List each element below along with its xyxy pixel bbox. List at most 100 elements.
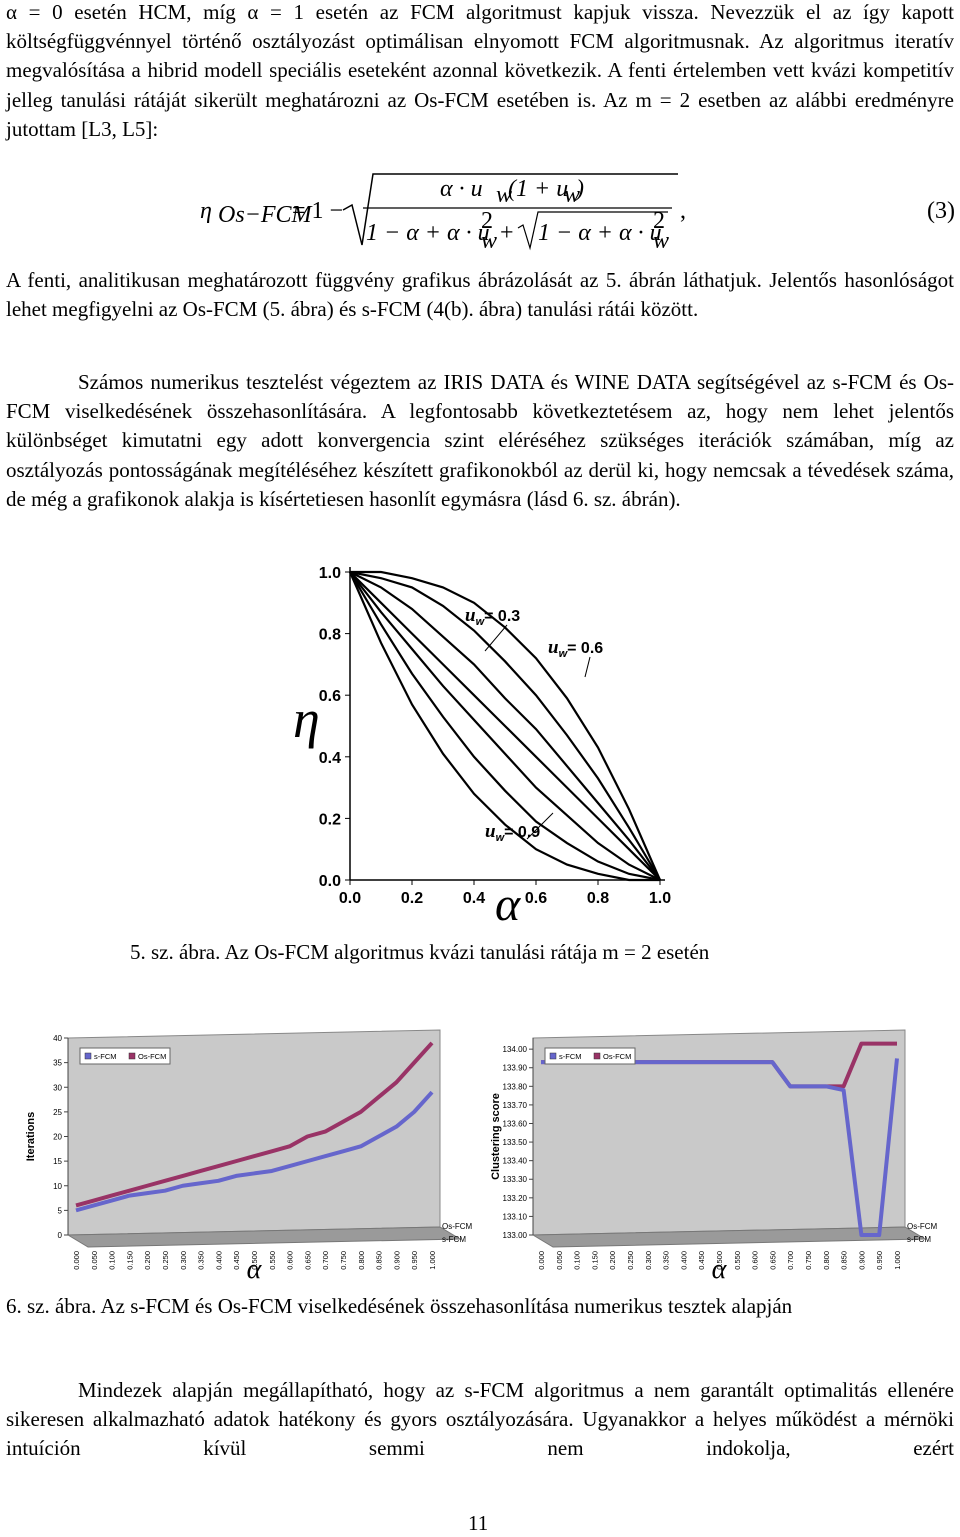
- x-tick-label: 0.400: [214, 1251, 223, 1270]
- x-tick-label: 1.000: [428, 1251, 437, 1270]
- annotation: uw= 0.9: [485, 821, 540, 844]
- x-tick-label: 0.000: [72, 1251, 81, 1270]
- legend-label: s-FCM: [559, 1052, 582, 1061]
- y-tick-label: 15: [53, 1157, 62, 1166]
- y-axis-label: Iterations: [25, 1112, 37, 1162]
- legend-label: s-FCM: [94, 1052, 117, 1061]
- x-tick-label: 0.900: [392, 1251, 401, 1270]
- x-tick-label: 0.200: [608, 1251, 617, 1270]
- x-axis-label: α: [712, 1254, 728, 1285]
- radical: [342, 173, 678, 246]
- eq-den-sub: w: [481, 228, 497, 254]
- annotation-sub: w: [476, 616, 486, 628]
- y-tick-label: 35: [53, 1059, 62, 1068]
- x-tick-label: 0.050: [90, 1251, 99, 1270]
- y-tick-label: 0: [58, 1231, 63, 1240]
- eq-rel: = 1 −: [292, 198, 343, 224]
- y-axis-label: η: [293, 689, 320, 749]
- curve: [349, 571, 661, 881]
- x-tick-label: 0.0: [339, 890, 361, 907]
- y-tick-label: 0.2: [319, 811, 341, 828]
- y-tick-label: 133.80: [503, 1082, 528, 1091]
- x-tick-label: 0.650: [768, 1251, 777, 1270]
- legend-label: Os-FCM: [603, 1052, 631, 1061]
- x-tick-label: 0.2: [401, 890, 423, 907]
- x-tick-label: 1.000: [893, 1251, 902, 1270]
- x-tick-label: 0.850: [840, 1251, 849, 1270]
- paragraph: α = 0 esetén HCM, míg α = 1 esetén az FC…: [6, 0, 954, 141]
- eq-den-sup: 2: [481, 208, 493, 234]
- eq-num-sub: w: [496, 182, 512, 208]
- x-tick-label: 0.700: [786, 1251, 795, 1270]
- x-axis-label: α: [495, 878, 521, 925]
- x-tick-label: 0.450: [697, 1251, 706, 1270]
- eq-num: (1 + u: [508, 176, 568, 202]
- figure-5: 0.00.20.40.60.81.00.0 0.2 0.4 0.6 0.8 1.0ηαuw…: [293, 565, 671, 925]
- y-tick-label: 25: [53, 1108, 62, 1117]
- eq-den: +: [500, 220, 514, 246]
- caption: 6. sz. ábra. Az s-FCM és Os-FCM viselked…: [6, 1294, 793, 1318]
- legend-swatch: [84, 1052, 92, 1060]
- x-tick-label: 0.8: [587, 890, 609, 907]
- x-tick-label: 0.100: [108, 1251, 117, 1270]
- legend-swatch: [593, 1052, 601, 1060]
- y-tick-label: 30: [53, 1083, 62, 1092]
- eq-num: ): [574, 176, 584, 202]
- eq-den: 1 − α + α · u: [366, 220, 490, 246]
- y-tick-label: 133.30: [503, 1175, 528, 1184]
- eq-den: 1 − α + α · u: [538, 220, 662, 246]
- figure-6-left: 0 5 10 15 20 25 30 35 40 0.000 0.050 0.100 0.150 0.20…: [25, 1029, 473, 1285]
- y-tick-label: 133.50: [503, 1138, 528, 1147]
- x-tick-label: 0.950: [875, 1251, 884, 1270]
- annotation: uw= 0.3: [465, 605, 520, 628]
- x-tick-label: 0.000: [537, 1251, 546, 1270]
- curve: [349, 570, 661, 881]
- x-tick-label: 0.700: [321, 1251, 330, 1270]
- annotation-rest: = 0.3: [484, 608, 520, 625]
- x-tick-label: 0.050: [555, 1251, 564, 1270]
- x-tick-label: 0.200: [143, 1251, 152, 1270]
- paragraph: A fenti, analitikusan meghatározott függ…: [6, 268, 954, 322]
- series-line: [75, 1090, 434, 1213]
- depth-label: Os-FCM: [442, 1222, 473, 1231]
- y-axis-label: Clustering score: [490, 1093, 502, 1180]
- y-tick-label: 0.8: [319, 627, 341, 644]
- x-tick-label: 0.250: [161, 1251, 170, 1270]
- paragraph: Mindezek alapján megállapítható, hogy az…: [6, 1378, 954, 1461]
- floor: [531, 1226, 927, 1248]
- x-tick-label: 0.550: [733, 1251, 742, 1270]
- y-tick-label: 133.60: [503, 1119, 528, 1128]
- x-tick-label: 0.6: [525, 890, 547, 907]
- curve: [349, 571, 661, 881]
- x-tick-label: 0.350: [197, 1251, 206, 1270]
- x-tick-label: 0.4: [463, 890, 485, 907]
- x-tick-label: 0.650: [303, 1251, 312, 1270]
- annotation: uw= 0.6: [548, 637, 603, 660]
- legend-label: Os-FCM: [138, 1052, 166, 1061]
- y-tick-label: 0.0: [319, 873, 341, 890]
- x-tick-label: 0.950: [410, 1251, 419, 1270]
- eq-comma: ,: [680, 198, 686, 224]
- annotation-leader: [526, 812, 554, 840]
- eq-num: α · u: [440, 176, 483, 202]
- depth-label: s-FCM: [907, 1235, 931, 1244]
- y-tick-label: 133.10: [503, 1212, 528, 1221]
- y-tick-label: 10: [53, 1182, 62, 1191]
- series-line: [75, 1041, 434, 1208]
- y-tick-label: 0.4: [319, 750, 341, 767]
- annotation-rest: = 0.9: [504, 824, 540, 841]
- y-tick-label: 133.90: [503, 1064, 528, 1073]
- equation: η Os−FCM = 1 − α · u w (1 + u w ) 1 − α …: [200, 173, 955, 254]
- x-tick-label: 0.600: [751, 1251, 760, 1270]
- legend-swatch: [128, 1052, 136, 1060]
- y-tick-label: 133.70: [503, 1101, 528, 1110]
- legend-box: [79, 1047, 171, 1065]
- annotation-leader: [484, 624, 508, 652]
- annotation-leader: [584, 656, 591, 678]
- y-tick-label: 133.20: [503, 1194, 528, 1203]
- x-tick-label: 0.250: [626, 1251, 635, 1270]
- annotation-sub: w: [496, 832, 506, 844]
- x-tick-label: 0.300: [644, 1251, 653, 1270]
- x-tick-label: 0.800: [357, 1251, 366, 1270]
- x-tick-label: 0.500: [715, 1251, 724, 1270]
